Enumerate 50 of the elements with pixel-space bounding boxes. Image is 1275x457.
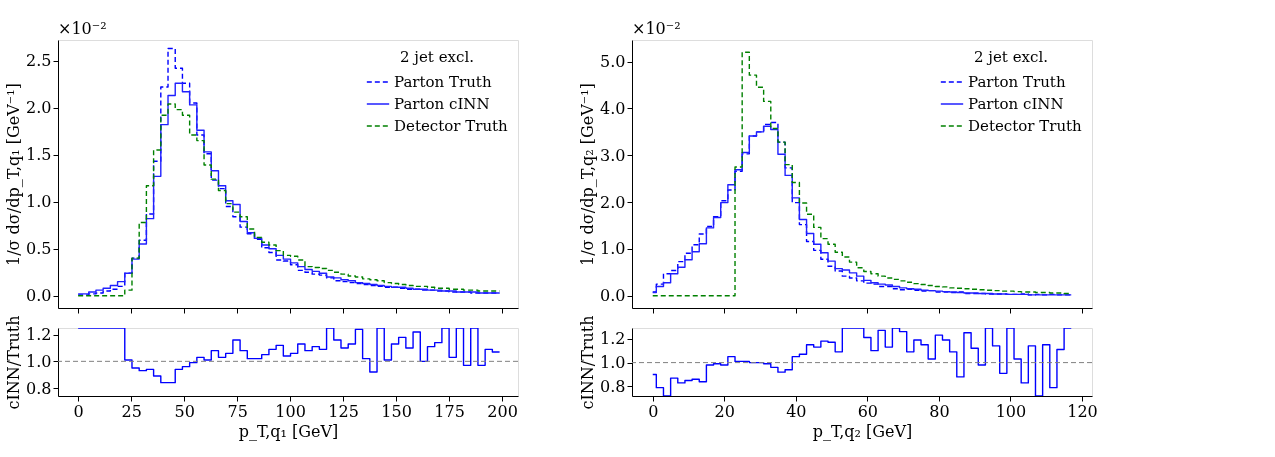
y-tick-label: 1.5 bbox=[26, 145, 52, 165]
x-tick-label: 120 bbox=[1067, 401, 1098, 421]
legend-label: Detector Truth bbox=[968, 117, 1083, 135]
x-tick-label: 50 bbox=[174, 401, 195, 421]
y-tick-label: 1.2 bbox=[26, 325, 52, 345]
y-tick-label: 0.0 bbox=[600, 286, 626, 306]
x-tick-label: 200 bbox=[487, 401, 518, 421]
y-axis-title: 1/σ dσ/dp_T,q₁ [GeV⁻¹] bbox=[4, 83, 24, 266]
y-tick-label: 2.5 bbox=[26, 51, 52, 71]
x-tick-label: 150 bbox=[381, 401, 412, 421]
y-tick-label: 1.0 bbox=[26, 351, 52, 371]
x-tick-label: 75 bbox=[227, 401, 248, 421]
y-axis-title: 1/σ dσ/dp_T,q₂ [GeV⁻¹] bbox=[578, 83, 598, 266]
legend-title: 2 jet excl. bbox=[400, 48, 474, 66]
y-tick-label: 0.5 bbox=[26, 239, 52, 259]
y-axis-title: cINN/Truth bbox=[4, 315, 24, 410]
y-tick-label: 2.0 bbox=[600, 192, 626, 212]
x-tick-label: 0 bbox=[648, 401, 659, 421]
x-tick-label: 125 bbox=[328, 401, 359, 421]
y-tick-label: 5.0 bbox=[600, 52, 626, 72]
x-tick-label: 175 bbox=[434, 401, 465, 421]
legend-label: Parton Truth bbox=[968, 73, 1066, 91]
y-tick-label: 4.0 bbox=[600, 98, 626, 118]
legend-title: 2 jet excl. bbox=[974, 48, 1048, 66]
legend-label: Parton cINN bbox=[968, 95, 1064, 113]
legend-label: Detector Truth bbox=[394, 117, 509, 135]
x-axis-title: p_T,q₁ [GeV] bbox=[238, 421, 339, 441]
y-tick-label: 1.2 bbox=[600, 329, 626, 349]
y-tick-label: 3.0 bbox=[600, 145, 626, 165]
x-tick-label: 100 bbox=[275, 401, 306, 421]
x-tick-label: 20 bbox=[714, 401, 735, 421]
legend-label: Parton cINN bbox=[394, 95, 490, 113]
y-tick-label: 1.0 bbox=[26, 192, 52, 212]
x-axis-title: p_T,q₂ [GeV] bbox=[812, 421, 913, 441]
legend-label: Parton Truth bbox=[394, 73, 492, 91]
x-tick-label: 80 bbox=[929, 401, 950, 421]
y-tick-label: 0.8 bbox=[26, 378, 52, 398]
y-tick-label: 0.0 bbox=[26, 286, 52, 306]
x-tick-label: 0 bbox=[73, 401, 84, 421]
text: ×10⁻² bbox=[58, 19, 107, 38]
x-tick-label: 60 bbox=[857, 401, 879, 421]
y-tick-label: 0.8 bbox=[600, 376, 626, 396]
text: ×10⁻² bbox=[632, 19, 681, 38]
x-tick-label: 25 bbox=[121, 401, 142, 421]
y-tick-label: 1.0 bbox=[600, 239, 626, 259]
y-tick-label: 2.0 bbox=[26, 98, 52, 118]
y-axis-title: cINN/Truth bbox=[578, 315, 598, 410]
x-tick-label: 40 bbox=[786, 401, 807, 421]
x-tick-label: 100 bbox=[995, 401, 1027, 421]
y-tick-label: 1.0 bbox=[600, 353, 626, 373]
